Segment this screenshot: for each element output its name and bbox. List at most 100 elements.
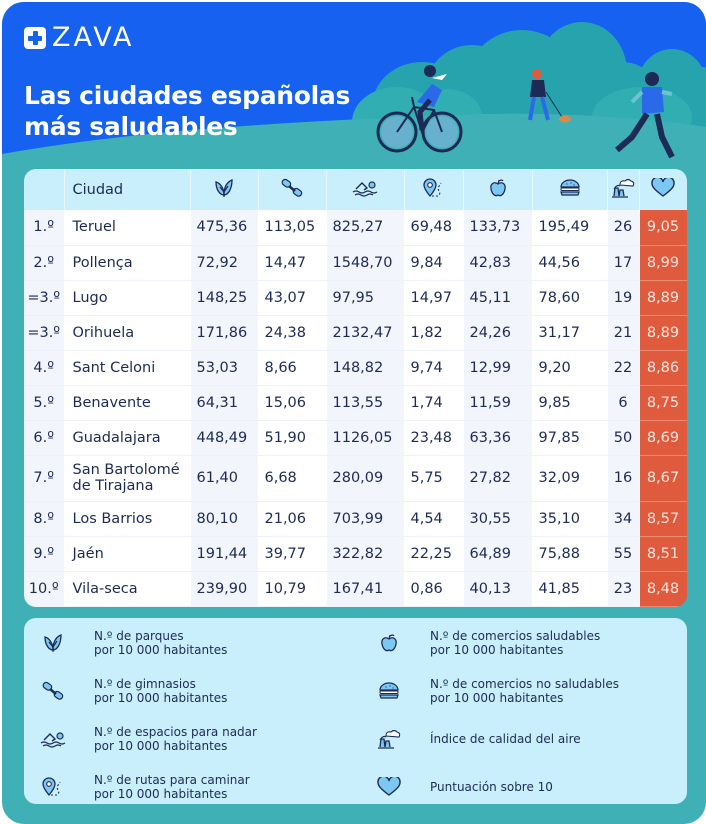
cell-gyms: 15,06 bbox=[258, 385, 327, 421]
cell-score: 8,67 bbox=[639, 455, 687, 502]
table-row: 1.º Teruel 475,36 113,05 825,27 69,48 133,73 19… bbox=[24, 210, 687, 246]
map-pin-route-icon bbox=[38, 777, 68, 797]
title-line-1: Las ciudades españolas bbox=[24, 81, 351, 110]
table-row: 6.º Guadalajara 448,49 51,90 1126,05 23,48 63,… bbox=[24, 420, 687, 456]
cell-score: 8,57 bbox=[639, 501, 687, 537]
cell-city: Benavente bbox=[64, 385, 191, 421]
cell-parks: 239,90 bbox=[190, 571, 259, 607]
cell-city: Orihuela bbox=[64, 315, 191, 351]
legend-item: Puntuación sobre 10 bbox=[374, 772, 553, 802]
legend-line-2: por 10 000 habitantes bbox=[94, 691, 228, 705]
cell-healthy-shops: 133,73 bbox=[463, 210, 533, 246]
table-row: 10.º Vila-seca 239,90 10,79 167,41 0,86 40,13 4… bbox=[24, 571, 687, 607]
legend-line-2: por 10 000 habitantes bbox=[94, 787, 228, 801]
cell-score: 8,75 bbox=[639, 385, 687, 421]
cell-gyms: 10,79 bbox=[258, 571, 327, 607]
table-row: 2.º Pollença 72,92 14,47 1548,70 9,84 42,83 44,… bbox=[24, 245, 687, 281]
cell-air: 21 bbox=[607, 315, 640, 351]
cell-healthy-shops: 27,82 bbox=[463, 455, 533, 502]
cell-routes: 23,48 bbox=[404, 420, 464, 456]
cell-routes: 22,25 bbox=[404, 536, 464, 572]
cell-unhealthy-shops: 44,56 bbox=[532, 245, 608, 281]
cell-rank: 10.º bbox=[24, 571, 65, 607]
runner-illustration bbox=[615, 72, 675, 159]
cell-healthy-shops: 12,99 bbox=[463, 350, 533, 386]
cell-parks: 448,49 bbox=[190, 420, 259, 456]
table-header-row: Ciudad bbox=[24, 169, 687, 210]
legend-line-1: Puntuación sobre 10 bbox=[430, 780, 553, 794]
cell-city: Pollença bbox=[64, 245, 191, 281]
legend: N.º de parques por 10 000 habitantes N.º d… bbox=[24, 618, 687, 804]
legend-line-2: por 10 000 habitantes bbox=[430, 643, 564, 657]
table-row: =3.º Lugo 148,25 43,07 97,95 14,97 45,11 78,60 1… bbox=[24, 280, 687, 316]
cell-city: San Bartolomé de Tirajana bbox=[64, 455, 191, 502]
cell-gyms: 21,06 bbox=[258, 501, 327, 537]
legend-line-1: N.º de comercios saludables bbox=[430, 629, 601, 643]
header-unhealthy-shops bbox=[532, 169, 608, 210]
legend-text: N.º de parques por 10 000 habitantes bbox=[94, 629, 227, 657]
cell-air: 16 bbox=[607, 455, 640, 502]
cell-gyms: 113,05 bbox=[258, 210, 327, 246]
cell-routes: 1,74 bbox=[404, 385, 464, 421]
dumbbell-icon bbox=[38, 681, 68, 701]
cell-swim: 280,09 bbox=[326, 455, 405, 502]
cell-air: 17 bbox=[607, 245, 640, 281]
cell-unhealthy-shops: 195,49 bbox=[532, 210, 608, 246]
legend-item: N.º de rutas para caminar por 10 000 habi… bbox=[38, 772, 250, 802]
cell-rank: =3.º bbox=[24, 280, 65, 316]
cell-parks: 475,36 bbox=[190, 210, 259, 246]
cell-gyms: 14,47 bbox=[258, 245, 327, 281]
table-row: 7.º San Bartolomé de Tirajana 61,40 6,68 280… bbox=[24, 455, 687, 502]
cell-city: Sant Celoni bbox=[64, 350, 191, 386]
legend-line-1: Índice de calidad del aire bbox=[430, 732, 581, 746]
cell-healthy-shops: 11,59 bbox=[463, 385, 533, 421]
cell-gyms: 39,77 bbox=[258, 536, 327, 572]
leaf-icon bbox=[213, 178, 235, 202]
header-routes bbox=[404, 169, 464, 210]
logo-text: ZAVA bbox=[52, 22, 135, 53]
header-gyms bbox=[258, 169, 327, 210]
cell-city: Teruel bbox=[64, 210, 191, 246]
cell-city: Vila-seca bbox=[64, 571, 191, 607]
page-title: Las ciudades españolas más saludables bbox=[24, 80, 350, 142]
cell-gyms: 6,68 bbox=[258, 455, 327, 502]
cell-swim: 113,55 bbox=[326, 385, 405, 421]
cell-air: 34 bbox=[607, 501, 640, 537]
legend-line-1: N.º de comercios no saludables bbox=[430, 677, 619, 691]
heart-icon bbox=[651, 176, 675, 202]
header-rank bbox=[24, 169, 65, 210]
cell-city: Los Barrios bbox=[64, 501, 191, 537]
swimmer-icon bbox=[38, 730, 68, 748]
cell-gyms: 24,38 bbox=[258, 315, 327, 351]
cell-rank: 6.º bbox=[24, 420, 65, 456]
zava-logo: ZAVA bbox=[24, 24, 134, 51]
table-row: 5.º Benavente 64,31 15,06 113,55 1,74 11,59 9,8… bbox=[24, 385, 687, 421]
cell-score: 8,89 bbox=[639, 280, 687, 316]
factory-smoke-icon bbox=[374, 729, 404, 749]
cell-air: 6 bbox=[607, 385, 640, 421]
legend-text: N.º de comercios no saludables por 10 000… bbox=[430, 677, 619, 705]
cell-healthy-shops: 64,89 bbox=[463, 536, 533, 572]
table-row: 4.º Sant Celoni 53,03 8,66 148,82 9,74 12,99 9,… bbox=[24, 350, 687, 386]
header-score bbox=[639, 169, 687, 210]
cell-city: Jaén bbox=[64, 536, 191, 572]
header-air bbox=[607, 169, 640, 210]
cell-healthy-shops: 63,36 bbox=[463, 420, 533, 456]
cell-healthy-shops: 45,11 bbox=[463, 280, 533, 316]
cell-score: 8,51 bbox=[639, 536, 687, 572]
cell-rank: =3.º bbox=[24, 315, 65, 351]
legend-item: N.º de comercios no saludables por 10 000… bbox=[374, 676, 619, 706]
cell-swim: 148,82 bbox=[326, 350, 405, 386]
table-row: =3.º Orihuela 171,86 24,38 2132,47 1,82 24,26 3… bbox=[24, 315, 687, 351]
cell-unhealthy-shops: 35,10 bbox=[532, 501, 608, 537]
cell-city: Lugo bbox=[64, 280, 191, 316]
cell-unhealthy-shops: 97,85 bbox=[532, 420, 608, 456]
legend-text: Puntuación sobre 10 bbox=[430, 780, 553, 794]
cell-routes: 4,54 bbox=[404, 501, 464, 537]
cell-air: 55 bbox=[607, 536, 640, 572]
cell-unhealthy-shops: 32,09 bbox=[532, 455, 608, 502]
legend-text: Índice de calidad del aire bbox=[430, 732, 581, 746]
legend-item: Índice de calidad del aire bbox=[374, 724, 581, 754]
cell-score: 8,86 bbox=[639, 350, 687, 386]
